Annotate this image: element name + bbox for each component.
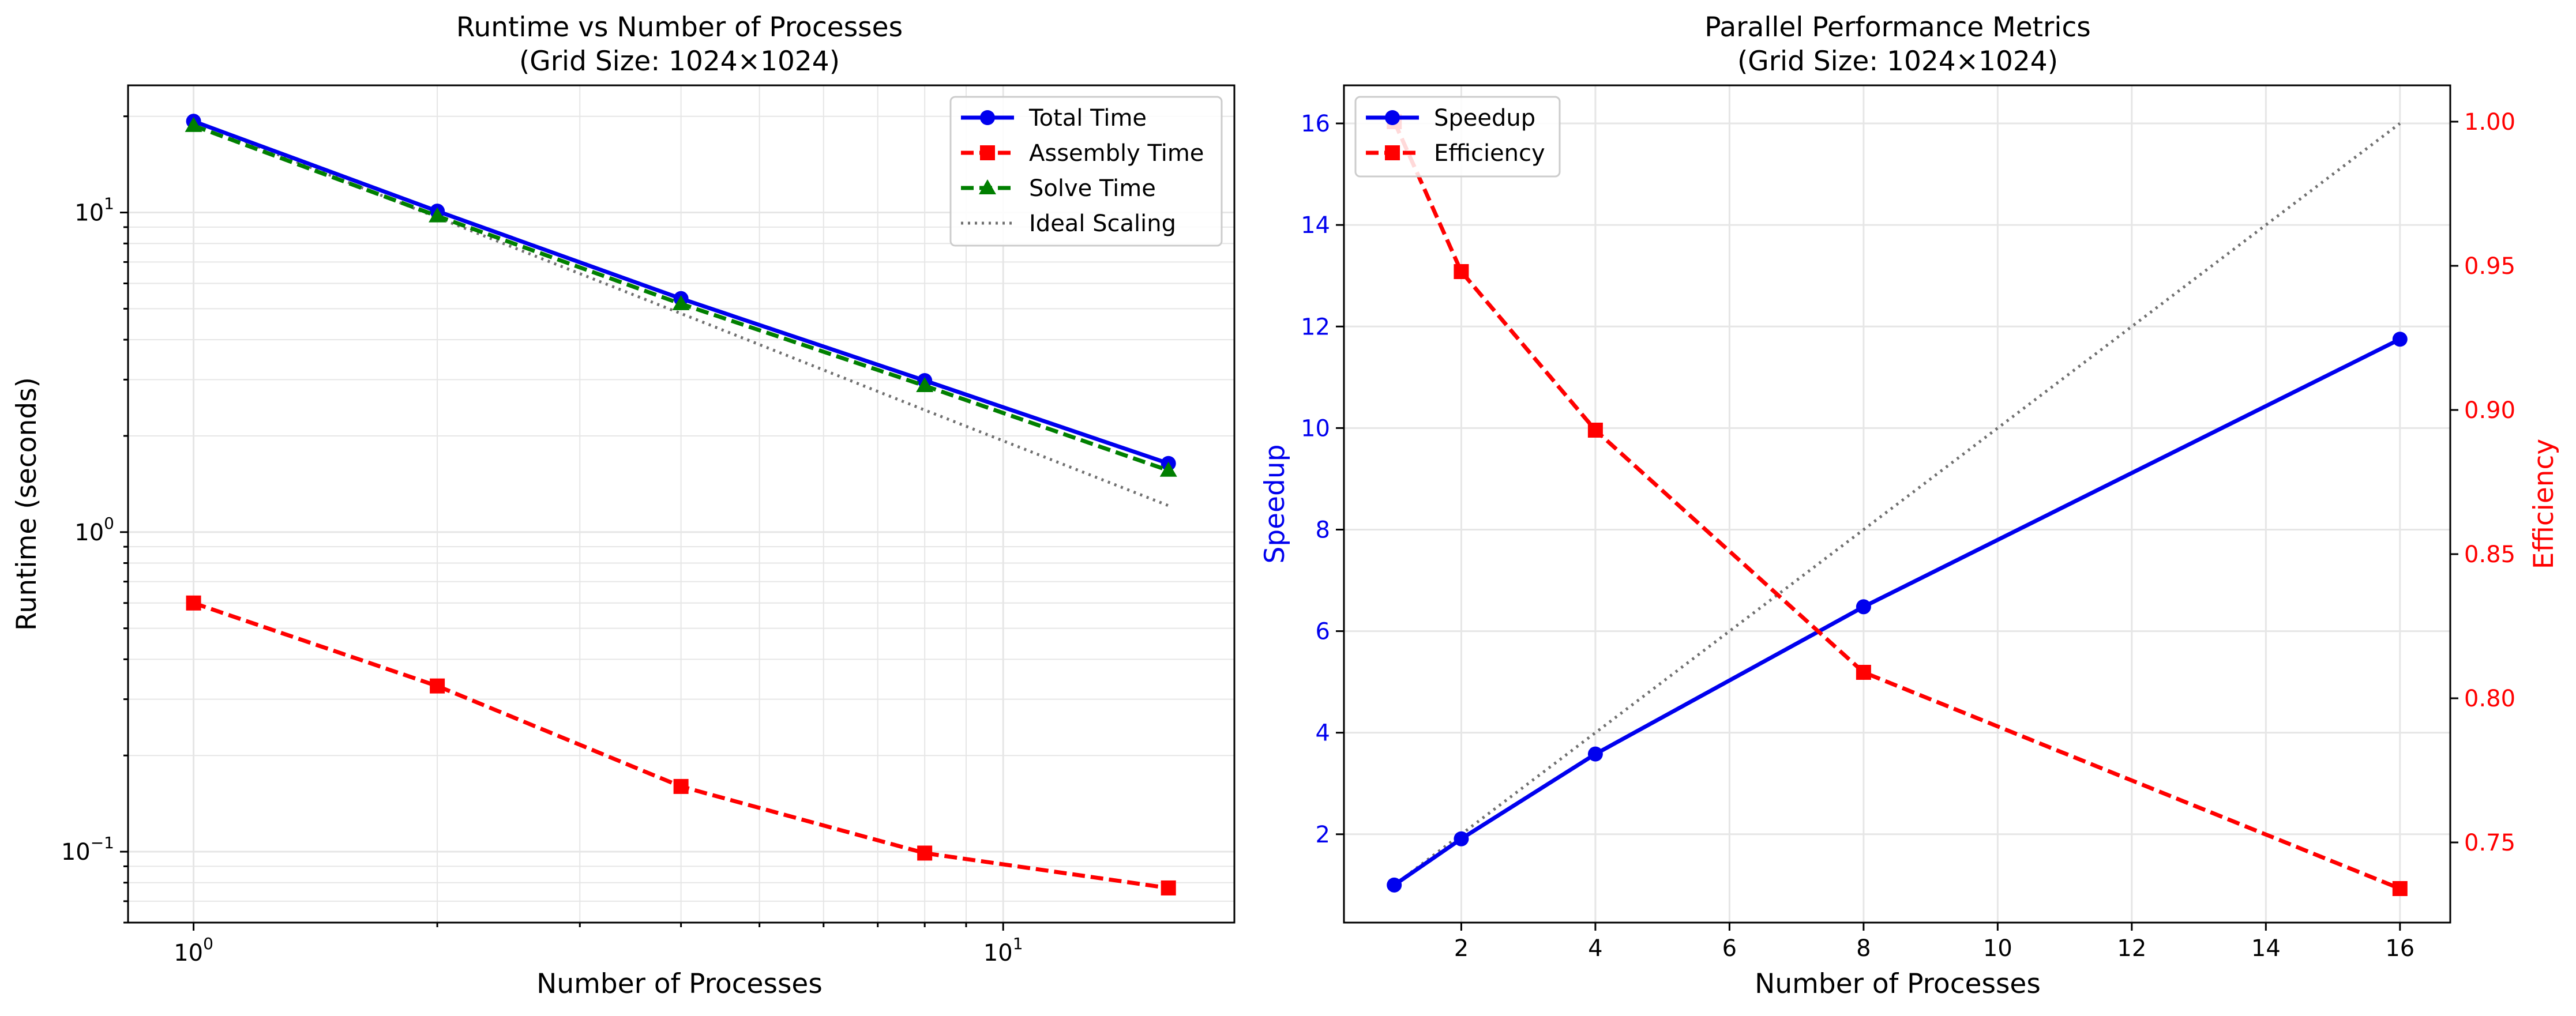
chart1-title: Runtime vs Number of Processes [456, 12, 903, 43]
data-point-speedup [1387, 877, 1402, 893]
data-point-speedup [2392, 332, 2408, 347]
chart2-axes-frame [1343, 84, 2451, 924]
chart1-legend-box [949, 96, 1223, 247]
data-point-efficiency [2392, 881, 2408, 896]
chart2-x-tick-label: 4 [1588, 935, 1602, 962]
data-point-assembly-time [430, 678, 445, 694]
legend-marker-solve-time [979, 179, 996, 194]
legend-label-speedup: Speedup [1434, 105, 1535, 131]
chart1-subtitle: (Grid Size: 1024×1024) [519, 46, 840, 77]
chart2-x-tick-label: 6 [1722, 935, 1737, 962]
chart2-x-tick-label: 2 [1454, 935, 1469, 962]
chart2-y-tick-label: 16 [1301, 111, 1330, 137]
chart2-y-right-tick-label: 0.95 [2464, 253, 2515, 280]
chart2-x-tick-label: 8 [1856, 935, 1871, 962]
chart2-y-tick-label: 10 [1301, 415, 1330, 442]
data-point-solve-time [916, 377, 934, 393]
data-point-solve-time [672, 295, 690, 310]
chart2-xlabel: Number of Processes [1755, 968, 2041, 1000]
data-point-solve-time [1159, 461, 1177, 477]
chart2-y-tick-label: 8 [1316, 517, 1330, 543]
chart1-y-tick-label: 100 [74, 514, 114, 546]
chart2-y-right-tick-label: 1.00 [2464, 109, 2515, 136]
chart2-x-tick-label: 14 [2251, 935, 2281, 962]
chart1-ylabel: Runtime (seconds) [11, 377, 43, 631]
chart1-xlabel: Number of Processes [536, 968, 823, 1000]
chart2-title: Parallel Performance Metrics [1704, 12, 2091, 43]
chart2-x-tick-label: 10 [1983, 935, 2012, 962]
chart1-x-tick-label: 101 [983, 934, 1023, 966]
data-point-speedup [1454, 831, 1469, 846]
data-point-efficiency [1587, 423, 1603, 438]
chart2-y-right-tick-label: 0.85 [2464, 541, 2515, 568]
chart2-ylabel-left: Speedup [1259, 445, 1291, 564]
legend-label-total-time: Total Time [1028, 105, 1147, 131]
legend-marker-speedup [1385, 110, 1400, 125]
chart2-y-tick-label: 2 [1316, 822, 1330, 848]
data-point-speedup [1587, 746, 1603, 762]
chart1-grid [128, 85, 1234, 923]
chart2-x-tick-label: 16 [2385, 935, 2414, 962]
chart1-x-tick-label: 100 [174, 934, 213, 966]
chart1-legend: Total Time Assembly Time Solve Time Ideal S… [949, 96, 1223, 247]
chart1-y-tick-label: 10−1 [61, 833, 114, 866]
legend-marker-efficiency [1385, 145, 1400, 160]
chart2-y-right-tick-label: 0.80 [2464, 686, 2515, 712]
chart2-y-right-tick-label: 0.90 [2464, 397, 2515, 424]
data-point-assembly-time [917, 845, 933, 861]
series-line-ideal [1393, 122, 2401, 886]
data-point-assembly-time [673, 778, 689, 794]
chart2-ylabel-right: Efficiency [2528, 439, 2560, 569]
data-point-efficiency [1856, 665, 1871, 680]
data-point-efficiency [1454, 264, 1469, 279]
chart2-y-tick-label: 6 [1316, 619, 1330, 645]
chart1-ticks: 100 101 10−1 100 101 [61, 115, 1023, 966]
legend-label-efficiency: Efficiency [1434, 140, 1545, 167]
data-point-solve-time [185, 116, 202, 132]
chart2-x-tick-label: 12 [2117, 935, 2146, 962]
chart2-y-tick-label: 12 [1301, 314, 1330, 340]
chart2-y-tick-label: 4 [1316, 720, 1330, 747]
data-point-speedup [1856, 599, 1871, 615]
chart2-legend: Speedup Efficiency [1354, 96, 1561, 178]
chart1-y-tick-label: 101 [74, 194, 114, 227]
data-point-assembly-time [1161, 880, 1176, 895]
chart2-y-tick-label: 14 [1301, 212, 1330, 239]
data-point-assembly-time [186, 595, 201, 611]
chart2-ticks: 2 4 6 8 10 12 14 16 2 4 6 8 10 12 14 16 0.75 0.80 0.85 0.90… [1301, 109, 2515, 962]
chart-runtime: Runtime vs Number of Processes (Grid Siz… [11, 12, 1236, 1000]
legend-label-solve-time: Solve Time [1029, 175, 1156, 202]
chart2-y-right-tick-label: 0.75 [2464, 830, 2515, 856]
legend-marker-assembly-time [980, 145, 995, 160]
data-point-solve-time [429, 207, 446, 223]
legend-marker-total-time [980, 110, 995, 125]
chart2-subtitle: (Grid Size: 1024×1024) [1737, 46, 2058, 77]
chart1-series [185, 114, 1177, 895]
legend-label-ideal-scaling: Ideal Scaling [1029, 210, 1176, 237]
chart-parallel: Parallel Performance Metrics (Grid Size:… [1259, 12, 2560, 1000]
legend-label-assembly-time: Assembly Time [1029, 140, 1204, 167]
